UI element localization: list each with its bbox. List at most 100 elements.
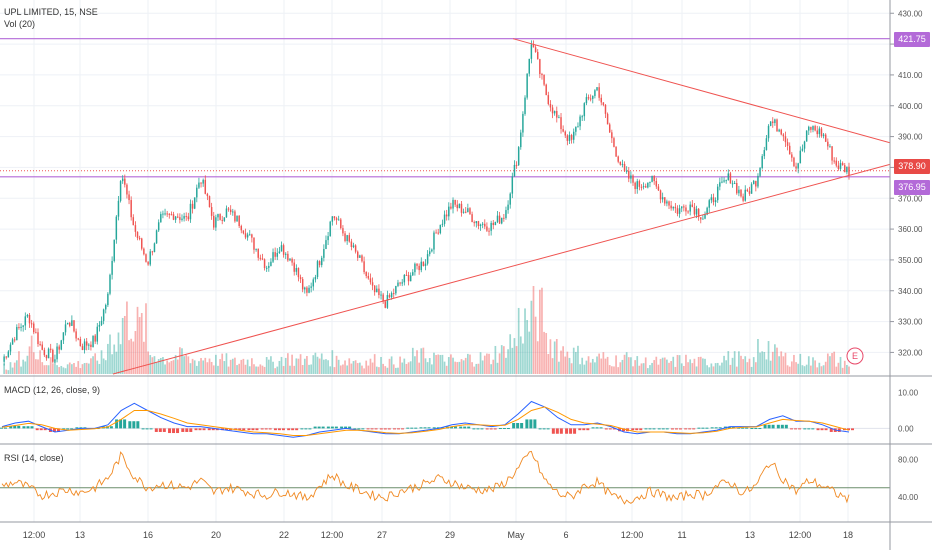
time-tick-label: 18 <box>843 530 853 540</box>
candle-body <box>543 74 545 85</box>
macd-legend[interactable]: MACD (12, 26, close, 9) <box>4 385 101 395</box>
rsi-legend[interactable]: RSI (14, close) <box>4 453 64 463</box>
candle-body <box>778 129 780 132</box>
candle-body <box>162 213 164 215</box>
candle-body <box>380 294 382 296</box>
candle-body <box>378 288 380 296</box>
volume-bar <box>136 306 139 374</box>
candle-body <box>575 126 577 132</box>
volume-bar <box>503 346 505 374</box>
volume-bar <box>312 355 315 374</box>
volume-bar <box>121 317 124 374</box>
candle-body <box>409 275 412 282</box>
volume-bar <box>20 366 22 374</box>
candle-body <box>736 183 738 194</box>
price-tick-label: 430.00 <box>898 9 923 18</box>
candle-body <box>66 322 69 325</box>
candle-body <box>634 182 636 190</box>
candle-body <box>297 267 300 278</box>
volume-bar <box>248 366 251 374</box>
candle-body <box>238 215 240 227</box>
candle-body <box>611 132 613 139</box>
macd-histogram-bar <box>149 428 153 430</box>
volume-bar <box>109 334 111 374</box>
volume-bar <box>71 364 73 374</box>
volume-bar <box>600 358 603 374</box>
candle-body <box>386 295 389 308</box>
volume-bar <box>282 366 285 374</box>
volume-bar <box>335 355 338 374</box>
volume-bar <box>691 363 694 374</box>
volume-bar <box>68 362 71 374</box>
resistance-price-badge: 421.75 <box>894 31 930 47</box>
volume-bar <box>13 362 16 374</box>
macd-histogram-bar <box>132 421 136 429</box>
candle-body <box>693 206 696 215</box>
volume-bar <box>409 361 412 374</box>
candle-body <box>107 293 109 306</box>
macd-histogram-bar <box>502 428 506 430</box>
volume-bar <box>829 356 831 374</box>
time-tick-label: 11 <box>677 530 686 540</box>
candle-body <box>206 193 209 197</box>
volume-bar <box>339 365 342 374</box>
macd-histogram-bar <box>512 423 516 429</box>
candle-body <box>5 356 7 358</box>
candle-body <box>234 211 236 222</box>
volume-bar <box>295 358 298 374</box>
macd-histogram-bar <box>79 427 83 429</box>
macd-histogram-bar <box>493 428 497 430</box>
volume-bar <box>153 356 156 374</box>
volume-bar <box>522 343 524 374</box>
volume-bar <box>15 360 18 374</box>
candle-body <box>801 148 804 151</box>
volume-bar <box>422 347 425 374</box>
volume-bar <box>490 364 492 374</box>
volume-bar <box>327 360 329 374</box>
candle-body <box>403 274 406 283</box>
candle-body <box>827 141 829 147</box>
volume-bar <box>784 352 787 374</box>
candle-body <box>395 285 397 294</box>
candle-body <box>227 208 230 210</box>
macd-histogram-bar <box>652 428 656 430</box>
volume-bar <box>234 357 236 374</box>
volume-bar <box>371 362 374 374</box>
candle-body <box>505 210 507 219</box>
candle-body <box>716 186 719 201</box>
macd-histogram-bar <box>489 428 493 430</box>
event-marker-circle[interactable] <box>846 347 864 365</box>
candle-body <box>676 208 679 214</box>
macd-histogram-bar <box>348 426 352 429</box>
candle-body <box>100 320 103 325</box>
volume-bar <box>613 366 615 374</box>
candle-body <box>92 335 94 347</box>
volume-bar <box>28 346 31 374</box>
volume-bar <box>617 367 620 374</box>
macd-histogram-bar <box>340 426 344 429</box>
candle-body <box>47 348 50 359</box>
candle-body <box>282 245 285 255</box>
volume-bar <box>771 351 774 374</box>
candle-body <box>661 197 664 200</box>
volume-bar <box>750 366 753 374</box>
candle-body <box>28 314 31 324</box>
macd-histogram-bar <box>56 428 60 432</box>
macd-histogram-bar <box>525 419 529 429</box>
candle-body <box>553 111 556 114</box>
chart-title[interactable]: UPL LIMITED, 15, NSE <box>4 7 98 17</box>
volume-bar <box>697 356 700 374</box>
volume-bar <box>494 345 497 374</box>
candle-body <box>680 206 683 209</box>
macd-histogram-bar <box>745 427 749 429</box>
volume-bar <box>649 365 651 374</box>
volume-legend[interactable]: Vol (20) <box>4 19 36 29</box>
candle-body <box>458 203 461 209</box>
volume-bar <box>824 361 827 374</box>
macd-histogram-bar <box>393 428 397 430</box>
macd-histogram-bar <box>714 427 718 429</box>
candle-body <box>469 208 471 215</box>
macd-histogram-bar <box>158 428 162 432</box>
candle-body <box>651 176 653 182</box>
